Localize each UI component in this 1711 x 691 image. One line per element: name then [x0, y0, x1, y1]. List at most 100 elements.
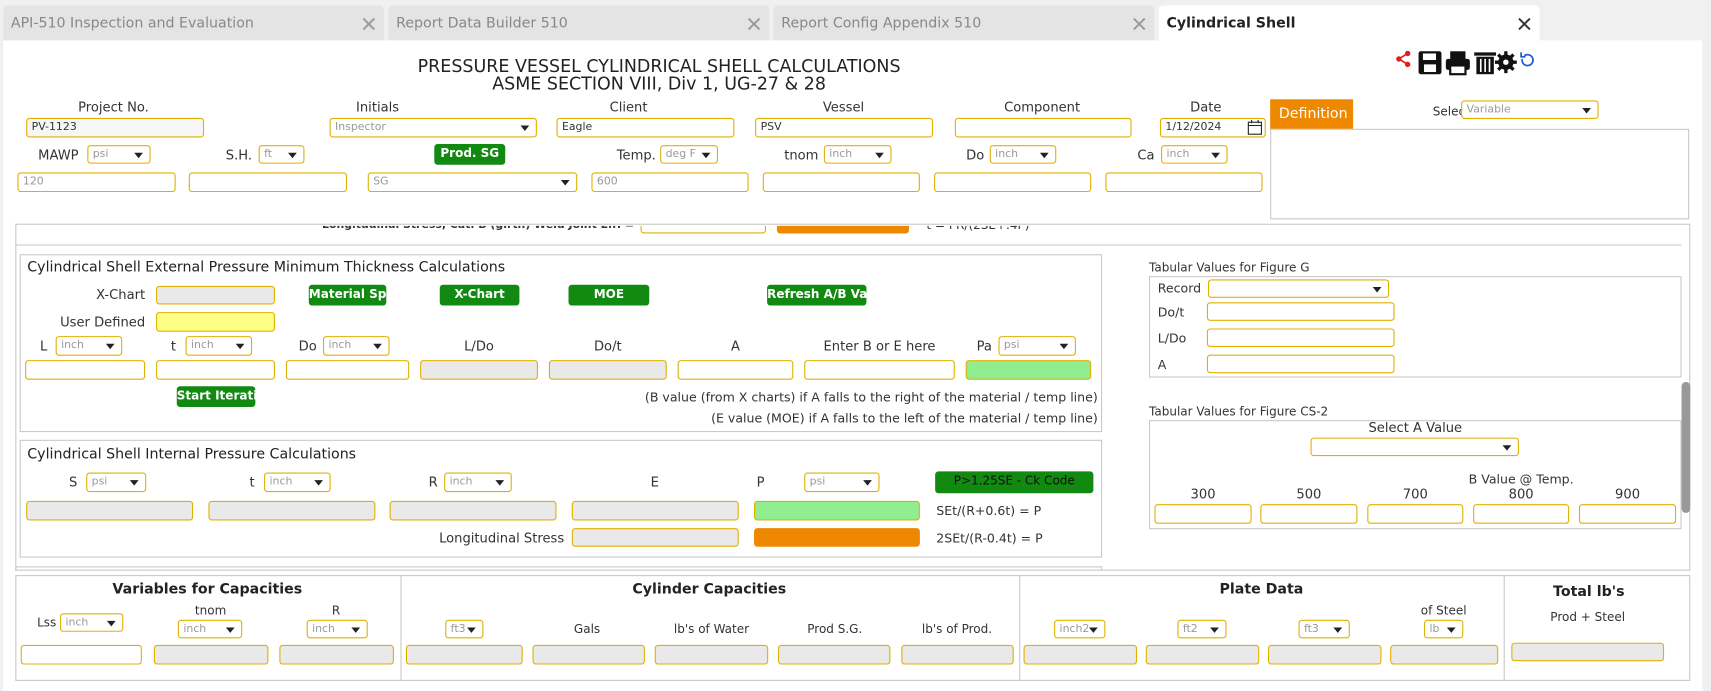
button[interactable]: P>1.25SE - Ck Code: [935, 471, 1094, 494]
input[interactable]: [156, 312, 275, 332]
definition-text[interactable]: [1270, 128, 1690, 220]
tab-close[interactable]: [360, 15, 377, 32]
select[interactable]: Variable: [1461, 100, 1599, 119]
select[interactable]: inch: [60, 613, 124, 632]
tab[interactable]: [773, 5, 1155, 41]
input[interactable]: [776, 225, 909, 234]
select[interactable]: ft: [258, 145, 305, 164]
select[interactable]: inch: [989, 145, 1057, 164]
input[interactable]: [25, 360, 146, 380]
input[interactable]: [405, 644, 523, 665]
input[interactable]: [1390, 644, 1499, 665]
select[interactable]: ft3: [1298, 619, 1350, 639]
tab-close[interactable]: [1516, 15, 1533, 32]
tab-close[interactable]: [1130, 15, 1147, 32]
input[interactable]: [279, 644, 394, 665]
tab[interactable]: [388, 5, 770, 41]
button[interactable]: Refresh A/B Value: [767, 284, 888, 306]
input[interactable]: [1511, 642, 1665, 662]
select[interactable]: Inspector: [329, 117, 537, 138]
input[interactable]: Eagle: [556, 117, 735, 138]
input[interactable]: [20, 644, 142, 665]
select[interactable]: [1310, 437, 1519, 457]
input[interactable]: [285, 360, 410, 380]
input[interactable]: [677, 360, 794, 380]
select[interactable]: inch: [55, 336, 123, 356]
input[interactable]: [754, 500, 920, 521]
select[interactable]: psi: [87, 145, 151, 164]
scrollbar-thumb[interactable]: [1681, 381, 1691, 513]
input[interactable]: [954, 117, 1132, 138]
tab[interactable]: [1158, 5, 1540, 41]
input[interactable]: [389, 500, 557, 521]
input[interactable]: [640, 225, 767, 234]
input[interactable]: PV-1123: [26, 117, 205, 138]
select[interactable]: deg F: [660, 145, 719, 164]
tab-close[interactable]: [745, 15, 762, 32]
input[interactable]: [1260, 504, 1358, 524]
input[interactable]: [571, 528, 739, 547]
input[interactable]: [571, 500, 739, 521]
delete-icon[interactable]: [1474, 52, 1497, 75]
tab[interactable]: [3, 5, 385, 41]
input[interactable]: [156, 285, 275, 305]
select[interactable]: inch: [444, 472, 512, 493]
reset-icon[interactable]: [1520, 52, 1534, 67]
input[interactable]: [1267, 644, 1382, 665]
input[interactable]: 1/12/2024: [1159, 117, 1266, 138]
select[interactable]: ft2: [1177, 619, 1227, 639]
input[interactable]: [1105, 172, 1263, 193]
input[interactable]: [1367, 504, 1464, 524]
input[interactable]: [188, 172, 348, 193]
select[interactable]: inch: [823, 145, 892, 164]
select[interactable]: inch: [177, 619, 243, 639]
select[interactable]: inch: [185, 336, 253, 356]
input[interactable]: [420, 360, 538, 380]
input[interactable]: [548, 360, 667, 380]
input[interactable]: [208, 500, 376, 521]
input[interactable]: [1023, 644, 1138, 665]
input[interactable]: [153, 644, 269, 665]
input[interactable]: [1206, 354, 1395, 374]
calendar-icon[interactable]: [1247, 120, 1262, 135]
select[interactable]: [1207, 279, 1390, 298]
input[interactable]: 600: [591, 172, 749, 193]
input[interactable]: [1206, 302, 1395, 321]
input[interactable]: [778, 644, 891, 665]
print-icon[interactable]: [1445, 51, 1470, 76]
input[interactable]: [934, 172, 1092, 193]
input[interactable]: [965, 360, 1092, 380]
input[interactable]: [1578, 504, 1677, 524]
button[interactable]: Prod. SG: [434, 144, 506, 165]
select[interactable]: psi: [804, 472, 880, 493]
share-icon[interactable]: [1396, 50, 1411, 68]
button[interactable]: Start Iteration: [176, 386, 274, 408]
input[interactable]: [754, 528, 920, 547]
input[interactable]: [1154, 504, 1252, 524]
save-icon[interactable]: [1418, 51, 1442, 75]
button[interactable]: X-Chart: [439, 284, 520, 306]
select[interactable]: inch: [306, 619, 368, 639]
button[interactable]: MOE: [568, 284, 650, 306]
input[interactable]: [901, 644, 1014, 665]
select[interactable]: SG: [367, 172, 578, 193]
button[interactable]: Material Spec: [308, 284, 402, 306]
select[interactable]: inch: [264, 472, 331, 493]
select[interactable]: inch: [322, 336, 390, 356]
select[interactable]: psi: [86, 472, 147, 493]
input[interactable]: [26, 500, 194, 521]
input[interactable]: 120: [17, 172, 176, 193]
select[interactable]: psi: [998, 336, 1076, 356]
input[interactable]: [1145, 644, 1260, 665]
select[interactable]: lb: [1424, 619, 1464, 639]
input[interactable]: [762, 172, 920, 193]
input[interactable]: [654, 644, 769, 665]
select[interactable]: inch: [1161, 145, 1228, 164]
input[interactable]: [1206, 328, 1395, 348]
input[interactable]: [804, 360, 955, 380]
input[interactable]: [532, 644, 645, 665]
input[interactable]: [156, 360, 275, 380]
settings-icon[interactable]: [1494, 51, 1517, 74]
select[interactable]: ft3: [445, 619, 484, 639]
input[interactable]: [1473, 504, 1570, 524]
